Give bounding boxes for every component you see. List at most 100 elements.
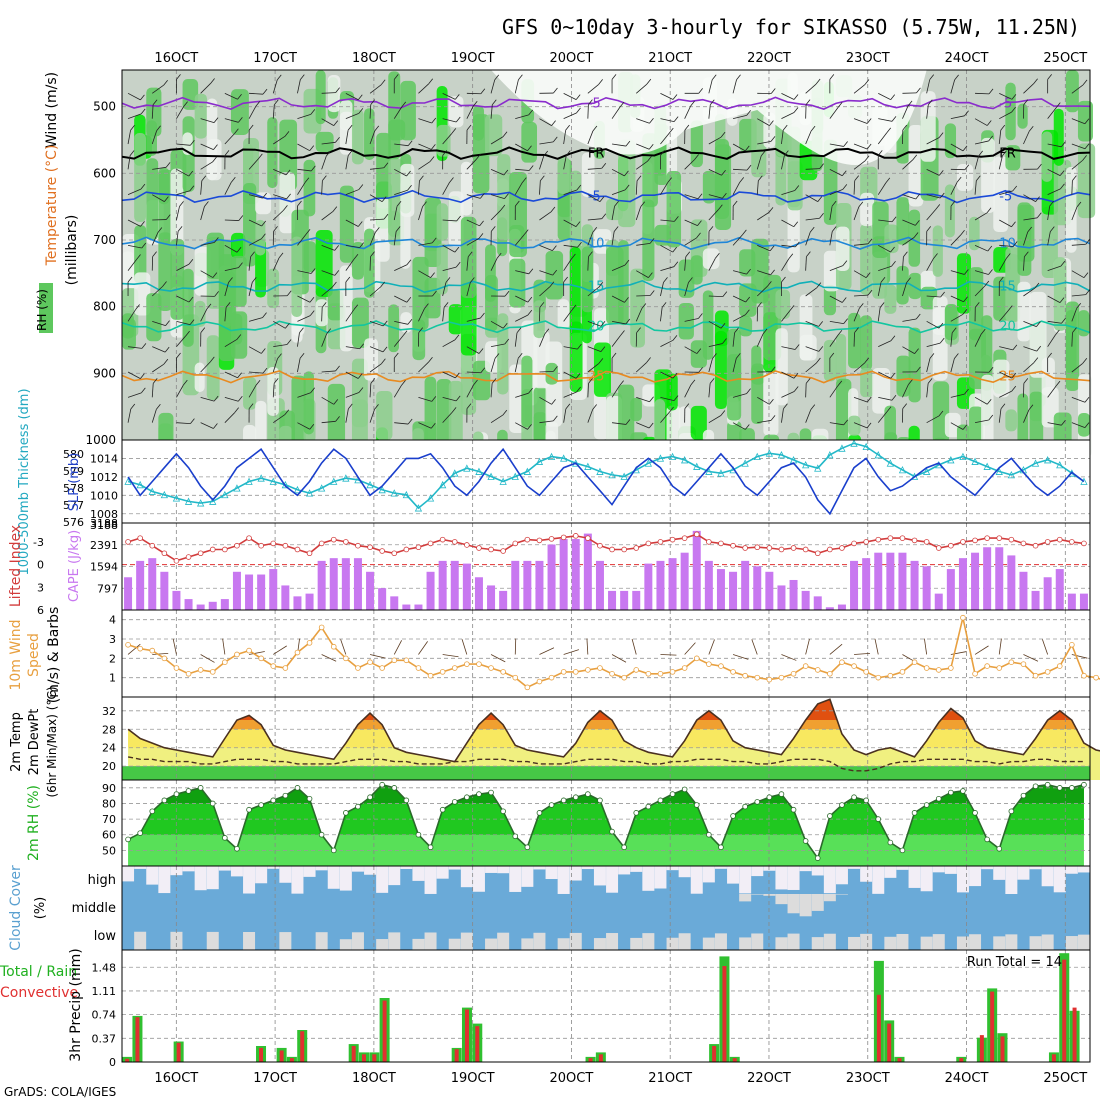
wind-speed-line-point: [282, 665, 289, 671]
wind-barb-flag: [381, 358, 386, 365]
wind-barb-flag: [672, 372, 678, 379]
wind-barb: [297, 270, 312, 274]
thickness-line-point: [547, 452, 556, 460]
rh-cell: [460, 216, 477, 298]
thickness-line-point: [826, 451, 834, 459]
wind-barb-flag: [523, 229, 529, 235]
cloud-low-gap: [521, 938, 534, 950]
wind-barb-flag: [649, 238, 655, 244]
wind-barb: [515, 392, 529, 398]
wind-barb-flag: [357, 221, 363, 227]
wind-barb-flag: [935, 204, 941, 210]
thickness-line-point: [947, 456, 955, 464]
wind-barb: [200, 143, 214, 151]
wind-barb-flag: [986, 207, 992, 214]
wind-barb: [1047, 206, 1051, 221]
wind-barb-flag: [890, 335, 896, 342]
wind-barb: [974, 118, 988, 126]
chart-title: GFS 0~10day 3-hourly for SIKASSO (5.75W,…: [502, 15, 1080, 39]
rh-cell: [230, 89, 249, 135]
lifted-index-line-point: [766, 545, 773, 551]
wind-barb-flag: [449, 177, 454, 183]
wind-barb-flag: [237, 93, 242, 100]
wind-barb-flag: [646, 78, 652, 85]
rh-cell: [654, 399, 666, 452]
rh2m-axis-label: 2m RH (%): [26, 785, 42, 861]
rh-cell: [267, 366, 279, 416]
cloud-high-gap: [400, 866, 413, 869]
wind-barb: [539, 141, 554, 145]
rh-cell: [436, 124, 451, 157]
precip-conv-bar: [990, 991, 995, 1062]
rh-cell: [315, 70, 326, 125]
wind-barb: [757, 118, 770, 126]
x-tick-label-top: 16OCT: [154, 51, 198, 66]
precip-tick-label: 0.37: [92, 1032, 117, 1045]
wind-barb: [563, 258, 572, 271]
wind-barb-flag: [760, 150, 766, 157]
wind-barb-flag: [261, 233, 266, 240]
cloud-high-gap: [1077, 866, 1090, 873]
wind-barb: [829, 320, 844, 324]
wind-barb: [490, 358, 496, 373]
rh-legend-swatch: [39, 283, 53, 333]
precip-conv-bar: [876, 994, 881, 1062]
wind-barb-flag: [843, 419, 848, 426]
wind-barb: [587, 194, 601, 203]
wind-barb: [660, 132, 670, 145]
wind-barb: [539, 370, 554, 373]
wind-barb-flag: [625, 140, 631, 147]
cape-bar: [704, 560, 713, 610]
wind-barb-flag: [1061, 141, 1066, 148]
wind-barb: [756, 155, 762, 170]
wind-barb-flag: [456, 215, 461, 222]
lifted-index-line-point: [209, 546, 216, 553]
wind-barb-flag: [375, 227, 380, 233]
wind-barb: [974, 396, 988, 405]
temp-tick-label: 24: [102, 742, 116, 755]
wind-barb: [636, 118, 650, 124]
wind-barb: [611, 106, 621, 119]
wind-barb-flag: [273, 378, 279, 384]
rh-line-point: [754, 799, 761, 805]
wind-barb: [127, 392, 142, 398]
rh-cell: [436, 243, 448, 295]
wind-barb: [781, 244, 796, 248]
rh-line-point: [572, 794, 579, 800]
wind-barb-flag: [669, 406, 674, 413]
wind-barb: [514, 79, 519, 94]
wind-barb: [1047, 385, 1057, 398]
wind-barb-flag: [1002, 150, 1007, 156]
wind-barb: [781, 346, 796, 350]
wind-barb: [1047, 422, 1062, 426]
cloud-high-gap: [884, 866, 897, 878]
wind-barb-flag: [624, 184, 630, 191]
pressure-tick-label: 800: [93, 300, 116, 314]
cloud-high-gap: [146, 866, 159, 885]
wind-barb-flag: [829, 352, 835, 359]
cloud-high-gap: [593, 866, 606, 886]
wind-barb: [684, 318, 699, 322]
wind-speed-line-point: [524, 684, 531, 691]
wind-barb-flag: [1023, 378, 1029, 384]
lifted-index-line-point: [161, 550, 168, 557]
cloud-high-gap: [981, 866, 994, 870]
wind-barb-flag: [163, 79, 168, 86]
lifted-index-line-point: [984, 535, 990, 541]
rh-cell: [702, 248, 720, 270]
wind-barb: [321, 211, 334, 221]
rh-line-point: [887, 839, 894, 846]
cape-bar: [329, 558, 338, 610]
wind-barb: [490, 414, 504, 424]
wind-barb-flag: [1055, 329, 1060, 336]
cloud-low-gap: [243, 932, 256, 950]
wind-barb-flag: [744, 145, 750, 152]
wind-barb: [902, 219, 916, 226]
wind-barb-flag: [236, 246, 242, 253]
wind-barb: [128, 346, 142, 349]
rh-line-point: [597, 797, 603, 804]
wind-barb-flag: [885, 177, 891, 184]
thickness-line-point: [596, 467, 604, 475]
rh-tick-label: 90: [102, 782, 116, 795]
